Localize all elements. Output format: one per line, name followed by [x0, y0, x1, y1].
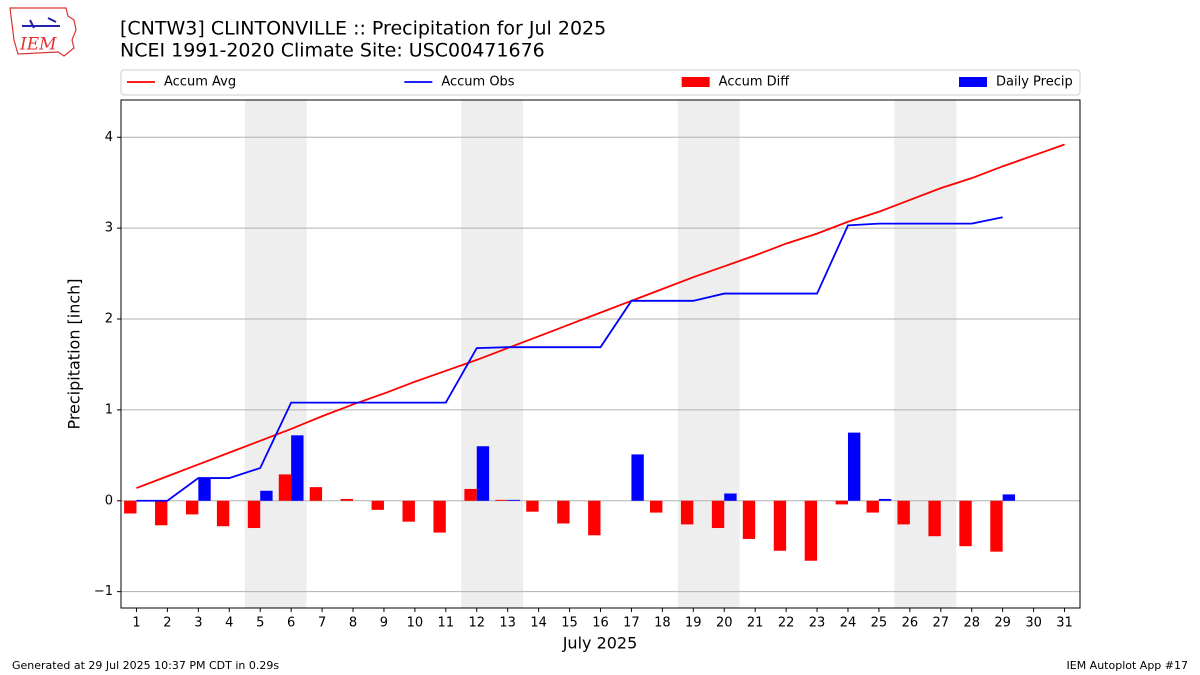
- x-axis-label: July 2025: [562, 634, 638, 653]
- x-tick-label: 8: [349, 616, 357, 631]
- y-axis-label: Precipitation [inch]: [65, 278, 84, 429]
- x-tick-label: 6: [287, 616, 295, 631]
- x-tick-label: 26: [902, 616, 919, 631]
- x-tick-label: 15: [561, 616, 578, 631]
- x-tick-label: 24: [840, 616, 857, 631]
- bar: [495, 499, 508, 501]
- x-tick-label: 14: [530, 616, 547, 631]
- x-tick-label: 29: [994, 616, 1011, 631]
- y-tick-label: −1: [94, 584, 113, 599]
- x-tick-label: 7: [318, 616, 326, 631]
- bar: [835, 500, 848, 505]
- bar: [990, 500, 1003, 552]
- x-tick-label: 19: [685, 616, 702, 631]
- bar: [260, 490, 273, 501]
- legend-swatch: [681, 77, 710, 87]
- weekend-band: [894, 100, 957, 608]
- x-tick-label: 21: [747, 616, 764, 631]
- y-tick-label: 1: [105, 402, 113, 417]
- x-tick-label: 1: [132, 616, 140, 631]
- x-tick-label: 10: [407, 616, 424, 631]
- footer-right: IEM Autoplot App #17: [1067, 659, 1189, 672]
- y-tick-label: 2: [105, 312, 113, 327]
- bar: [847, 432, 861, 501]
- bar: [742, 500, 756, 539]
- x-tick-label: 13: [499, 616, 516, 631]
- bar: [878, 498, 892, 501]
- x-tick-label: 20: [716, 616, 733, 631]
- bar: [1002, 494, 1016, 501]
- line: [136, 143, 1065, 489]
- bar: [185, 500, 199, 515]
- bar: [247, 500, 261, 529]
- y-tick-label: 3: [105, 221, 113, 236]
- y-tick-label: 4: [105, 130, 113, 145]
- x-tick-label: 4: [225, 616, 233, 631]
- bar: [649, 500, 663, 513]
- logo-text: IEM: [19, 35, 57, 55]
- x-tick-label: 17: [623, 616, 640, 631]
- bar: [198, 478, 211, 501]
- x-tick-label: 5: [256, 616, 264, 631]
- bar: [124, 500, 137, 514]
- x-tick-label: 27: [933, 616, 950, 631]
- x-tick-label: 2: [163, 616, 171, 631]
- bar: [278, 474, 292, 501]
- legend-swatch: [959, 77, 987, 87]
- footer-left: Generated at 29 Jul 2025 10:37 PM CDT in…: [12, 659, 279, 672]
- x-tick-label: 28: [963, 616, 980, 631]
- logo-icons: [22, 17, 60, 29]
- legend-label: Accum Avg: [164, 75, 236, 90]
- bar: [866, 500, 879, 513]
- x-tick-label: 9: [380, 616, 388, 631]
- x-tick-label: 31: [1056, 616, 1073, 631]
- chart-subtitle: NCEI 1991-2020 Climate Site: USC00471676: [120, 40, 545, 62]
- x-tick-label: 12: [468, 616, 485, 631]
- legend-label: Accum Diff: [719, 75, 791, 90]
- bar: [773, 500, 787, 551]
- chart-title: [CNTW3] CLINTONVILLE :: Precipitation fo…: [120, 18, 606, 40]
- logo: IEM: [9, 7, 77, 57]
- plot-frame: [120, 99, 1081, 609]
- x-tick-label: 3: [194, 616, 202, 631]
- legend-box: [120, 69, 1081, 96]
- bar: [724, 493, 737, 501]
- bar: [476, 446, 490, 501]
- weekend-band: [244, 100, 307, 608]
- bar: [309, 487, 323, 501]
- bar: [959, 500, 972, 547]
- x-tick-label: 16: [592, 616, 609, 631]
- legend-label: Daily Precip: [996, 75, 1073, 90]
- bar: [216, 500, 230, 527]
- bar: [433, 500, 446, 533]
- y-tick-label: 0: [105, 493, 113, 508]
- line: [136, 216, 1003, 502]
- bar: [928, 500, 941, 537]
- bar: [340, 498, 354, 501]
- bar: [507, 499, 521, 501]
- x-tick-label: 30: [1025, 616, 1042, 631]
- bar: [155, 500, 168, 526]
- x-tick-label: 25: [871, 616, 888, 631]
- legend-label: Accum Obs: [441, 75, 514, 90]
- logo-outline: [9, 7, 77, 57]
- bar: [804, 500, 818, 561]
- x-tick-label: 23: [809, 616, 826, 631]
- x-tick-label: 18: [654, 616, 671, 631]
- bar: [402, 500, 415, 522]
- x-tick-label: 22: [778, 616, 795, 631]
- bar: [526, 500, 539, 512]
- bar: [291, 435, 304, 501]
- bar: [631, 454, 644, 501]
- bar: [711, 500, 725, 529]
- x-tick-label: 11: [438, 616, 455, 631]
- weekend-band: [677, 100, 740, 608]
- bar: [557, 500, 570, 524]
- bar: [680, 500, 694, 525]
- bar: [371, 500, 384, 510]
- bar: [897, 500, 910, 525]
- bar: [588, 500, 601, 536]
- bar: [464, 488, 477, 501]
